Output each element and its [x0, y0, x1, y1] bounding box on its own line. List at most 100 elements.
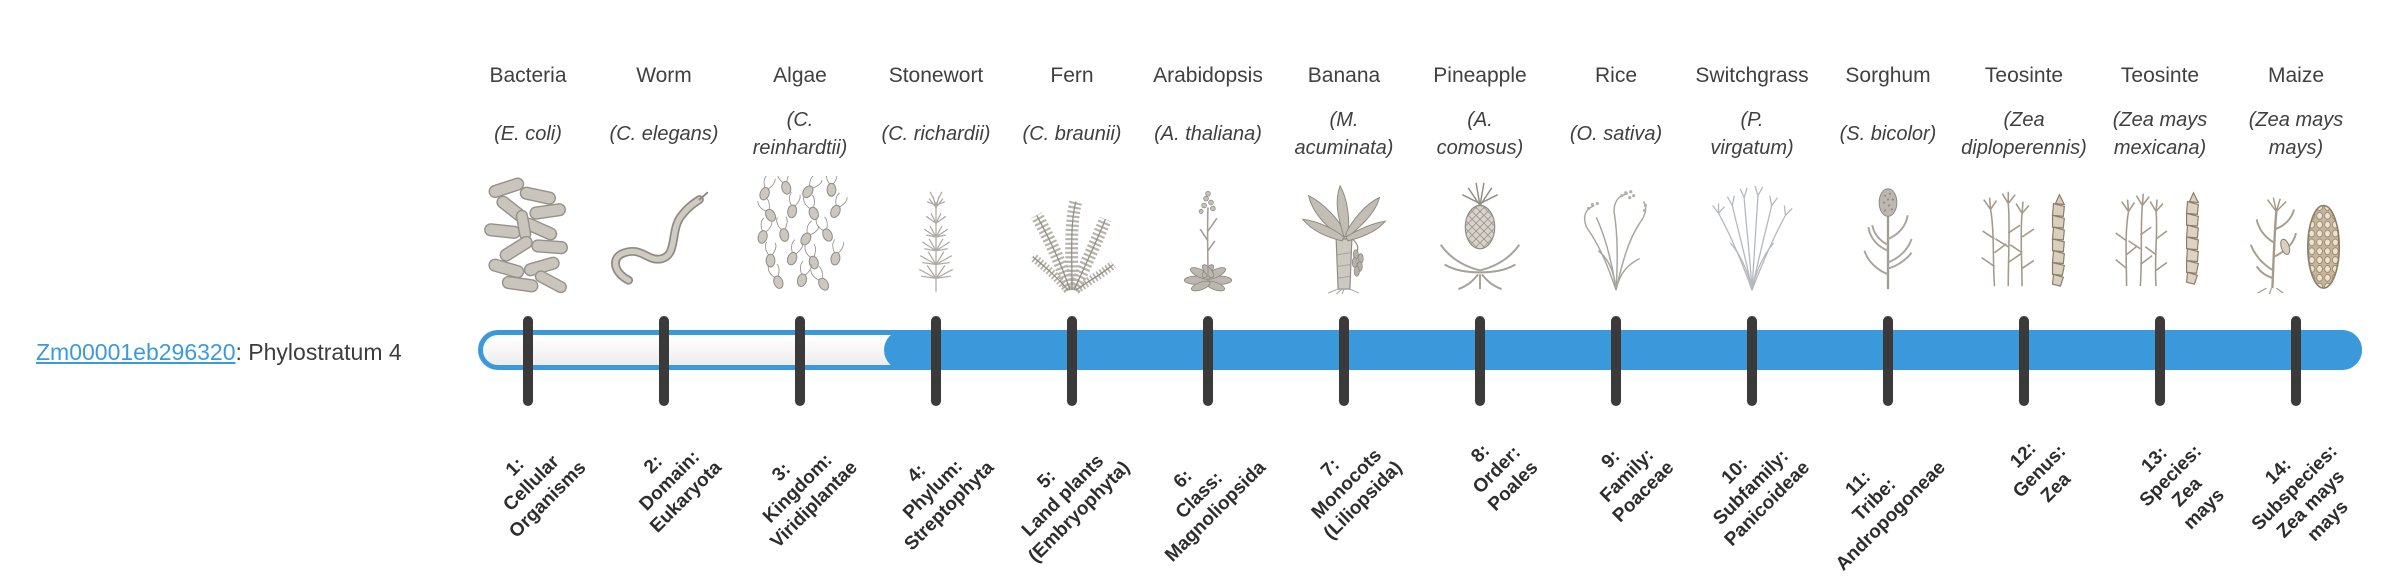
organism-scientific-name: (Zea diploperennis): [1954, 98, 2094, 170]
scientific-name-line: (E. coli): [494, 122, 562, 145]
organism-common-name: Pineapple: [1433, 64, 1527, 87]
gene-id-link[interactable]: Zm00001eb296320: [36, 339, 236, 365]
phylostratum-tick: [795, 316, 805, 406]
phylostratum-tick: [931, 316, 941, 406]
organism-column: Bacteria (E. coli): [458, 0, 598, 300]
organism-common-name: Teosinte: [1984, 64, 2064, 87]
phylostratum-tick: [2019, 316, 2029, 406]
scientific-name-line: mexicana): [2113, 137, 2207, 159]
organism-common-name: Switchgrass: [1695, 64, 1809, 87]
scientific-name-line: (C. braunii): [1022, 122, 1122, 145]
pineapple-illustration: [1415, 176, 1545, 294]
phylostratum-tick: [1339, 316, 1349, 406]
organism-column: Teosinte (Zea mays mexicana): [2090, 0, 2230, 300]
organism-column: Banana (M. acuminata): [1274, 0, 1414, 300]
organism-scientific-name: (Zea mays mays): [2226, 98, 2366, 170]
organism-illustration: [458, 170, 598, 294]
stratum-label: 3: Kingdom: Viridiplantae: [734, 424, 864, 554]
organism-illustration: [730, 170, 870, 294]
organism-scientific-name: (M. acuminata): [1274, 98, 1414, 170]
scientific-name-line: (Zea mays: [2248, 108, 2344, 131]
organism-illustration: [1274, 170, 1414, 294]
scientific-name-line: (C. richardii): [881, 122, 991, 145]
scientific-name-line: (C.: [786, 108, 814, 131]
scientific-name-line: (S. bicolor): [1839, 122, 1937, 145]
organism-common-name: Stonewort: [888, 64, 984, 87]
organism-column: Sorghum (S. bicolor): [1818, 0, 1958, 300]
teosinte-mex-illustration: [2095, 176, 2225, 294]
scientific-name-line: (P.: [1740, 108, 1764, 131]
organism-common-name: Bacteria: [489, 64, 567, 87]
scientific-name-line: (C. elegans): [609, 122, 719, 145]
maize-illustration: [2231, 176, 2361, 294]
organism-illustration: [594, 170, 734, 294]
scientific-name-line: diploperennis): [1961, 137, 2087, 159]
banana-illustration: [1279, 176, 1409, 294]
organism-scientific-name: (Zea mays mexicana): [2090, 98, 2230, 170]
organism-common-name: Algae: [773, 64, 827, 87]
organism-illustration: [866, 170, 1006, 294]
organism-illustration: [1682, 170, 1822, 294]
organism-scientific-name: (C. braunii): [1002, 98, 1142, 170]
organism-common-name: Maize: [2267, 64, 2325, 87]
organism-column: Switchgrass (P. virgatum): [1682, 0, 1822, 300]
organism-illustration: [2090, 170, 2230, 294]
organism-scientific-name: (A. thaliana): [1138, 98, 1278, 170]
stratum-label: 14: Subspecies: Zea mays mays: [2231, 424, 2376, 569]
scientific-name-line: (Zea mays: [2112, 108, 2208, 131]
arabidopsis-illustration: [1143, 176, 1273, 294]
algae-illustration: [735, 176, 865, 294]
timeline-fill: [884, 330, 2362, 370]
scientific-name-line: (M.: [1329, 108, 1359, 131]
worm-illustration: [599, 176, 729, 294]
organism-common-name: Teosinte: [2120, 64, 2200, 87]
scientific-name-line: comosus): [1436, 137, 1524, 159]
organism-column: Teosinte (Zea diploperennis): [1954, 0, 2094, 300]
organism-common-name: Worm: [636, 64, 692, 87]
organism-column: Worm (C. elegans): [594, 0, 734, 300]
organism-scientific-name: (P. virgatum): [1682, 98, 1822, 170]
phylostratum-tick: [1747, 316, 1757, 406]
organism-illustration: [1818, 170, 1958, 294]
organism-illustration: [1138, 170, 1278, 294]
organism-common-name: Rice: [1594, 64, 1637, 87]
stratum-label: 7: Monocots (Liliopsida): [1286, 424, 1407, 545]
phylostratum-tick: [2155, 316, 2165, 406]
stonewort-illustration: [871, 176, 1001, 294]
organism-column: Algae (C. reinhardtii): [730, 0, 870, 300]
stratum-label: 4: Phylum: Streptophyta: [867, 424, 999, 556]
organism-column: Rice (O. sativa): [1546, 0, 1686, 300]
phylostratum-tick: [1475, 316, 1485, 406]
organism-column: Maize (Zea mays mays): [2226, 0, 2366, 300]
stratum-label: 5: Land plants (Embryophyta): [991, 424, 1135, 568]
stratum-label: 13: Species: Zea mays: [2119, 424, 2240, 545]
organism-column: Fern (C. braunii): [1002, 0, 1142, 300]
sorghum-illustration: [1823, 176, 1953, 294]
organism-column: Pineapple (A. comosus): [1410, 0, 1550, 300]
organism-illustration: [1002, 170, 1142, 294]
teosinte-diplo-illustration: [1959, 176, 2089, 294]
phylostratum-tick: [523, 316, 533, 406]
stratum-label: 2: Domain: Eukaryota: [613, 424, 727, 538]
organism-illustration: [1546, 170, 1686, 294]
gene-label: Zm00001eb296320: Phylostratum 4: [36, 337, 402, 367]
organism-common-name: Banana: [1307, 64, 1381, 87]
scientific-name-line: reinhardtii): [752, 137, 848, 159]
switchgrass-illustration: [1687, 176, 1817, 294]
organism-scientific-name: (A. comosus): [1410, 98, 1550, 170]
bacteria-illustration: [463, 176, 593, 294]
scientific-name-line: (A.: [1467, 108, 1493, 131]
fern-illustration: [1007, 176, 1137, 294]
organism-illustration: [1954, 170, 2094, 294]
scientific-name-line: (A. thaliana): [1154, 122, 1262, 145]
organism-scientific-name: (C. richardii): [866, 98, 1006, 170]
scientific-name-line: mays): [2268, 137, 2324, 159]
scientific-name-line: virgatum): [1710, 137, 1794, 159]
organism-common-name: Fern: [1050, 64, 1094, 87]
organism-scientific-name: (C. reinhardtii): [730, 98, 870, 170]
rice-illustration: [1551, 176, 1681, 294]
stratum-label: 1: Cellular Organisms: [472, 424, 591, 543]
phylostratum-tick: [1611, 316, 1621, 406]
stratum-label: 9: Family: Poaceae: [1575, 424, 1679, 528]
